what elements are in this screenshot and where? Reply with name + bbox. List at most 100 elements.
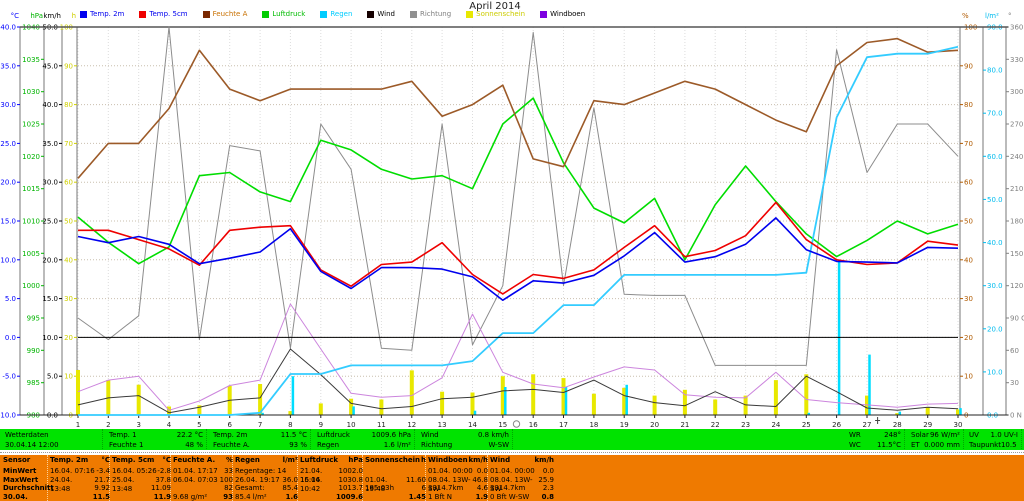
axis-tick-label: 30 (1010, 379, 1019, 387)
axis-tick-label: 80.0 (987, 67, 1003, 75)
cell-text: 16.04. 05:26 (112, 467, 157, 475)
cell-value: h (421, 456, 426, 464)
cell-value: 93 (223, 492, 233, 501)
cell-value: 37.8 (155, 475, 171, 484)
axis-tick-label: 60.0 (987, 153, 1003, 161)
x-axis-day-label: 20 (650, 421, 659, 428)
cell-value: 21.7 (94, 475, 110, 484)
legend-item-windboen[interactable]: Windboen (540, 10, 585, 18)
cell-text: 30.04. (3, 492, 28, 501)
status-value: 93 % (289, 441, 307, 449)
axis-tick-label: 1030 (22, 88, 40, 96)
table-header-temp-5cm: Temp. 5cm °C (112, 456, 171, 465)
legend-label: Sonnenschein (476, 10, 526, 18)
status-value: 1.0 UV-I (990, 431, 1018, 439)
cell-value: 11.09 (150, 484, 171, 493)
table-cell: 1013.7 (300, 484, 364, 493)
legend-item-wind[interactable]: Wind (367, 10, 395, 18)
cell-value: 1.45 (408, 492, 426, 501)
x-axis: 1 2 3 4 5 6 7 8 9 10 11 12 13 14 15 16 17 18 19 20 21 22 23 24 2… (76, 415, 962, 428)
cell-value: hPa (348, 456, 363, 464)
cell-value: 11.60 (405, 475, 426, 484)
cell-text: Durchschnitt (3, 484, 54, 493)
x-axis-day-label: 1 (76, 421, 80, 428)
x-axis-day-label: 17 (559, 421, 568, 428)
status-label: Solar (911, 431, 929, 439)
axis-tick-label: 0 N (1010, 412, 1022, 420)
axis-tick-label: 330 (1010, 56, 1023, 64)
x-axis-day-label: 22 (711, 421, 720, 428)
series-sonnenschein-bars (76, 370, 960, 415)
axis-tick-label: 40 (964, 256, 973, 264)
cell-text: 85.4 l/m² (235, 492, 267, 501)
legend-item-luftdruck[interactable]: Luftdruck (262, 10, 305, 18)
axis-tick-label: 60 (64, 179, 73, 187)
table-cell: 1.45 (365, 493, 426, 501)
cell-text: Temp. 5cm (112, 456, 155, 464)
axis-tick-label: 990 (27, 347, 40, 355)
table-cell: 01.04. 19:48 11.60 (365, 476, 426, 494)
cell-value: l/m² (282, 456, 298, 464)
table-cell: 25.04. 13:48 37.8 (112, 476, 171, 494)
legend-item-regen[interactable]: Regen (320, 10, 352, 18)
table-header-windboen: Windboen km/h (428, 456, 488, 465)
axis-tick-label: 1035 (22, 56, 40, 64)
axis-tick-label: 995 (27, 315, 40, 323)
legend-item-temp-5cm[interactable]: Temp. 5cm (139, 10, 188, 18)
axis-tick-label: -5.0 (2, 373, 16, 381)
axis-tick-label: 10.0 (0, 256, 16, 264)
status-value: 11.5°C (877, 441, 901, 449)
axis-tick-label: 40.0 (0, 24, 16, 32)
table-cell: 11.09 (112, 484, 171, 493)
weather-chart[interactable]: °C-10.0-5.00.05.010.015.020.025.030.035.… (0, 0, 1024, 428)
legend-item-richtung[interactable]: Richtung (409, 10, 452, 18)
status-value: 0.8 km/h (477, 431, 509, 439)
legend-label: Richtung (419, 10, 452, 18)
cell-text: Sonnenschein (365, 456, 420, 464)
cell-value: -2.8 (157, 467, 171, 475)
cell-value: 11.9 (153, 492, 171, 501)
cell-value: 1.6 (285, 492, 298, 501)
cell-text: 01.04. 17:17 (173, 467, 218, 475)
column-separator (47, 455, 48, 501)
axis-tick-label: 50 (964, 218, 973, 226)
axis-unit-sun: h (72, 12, 76, 20)
legend-label: Wind (377, 10, 395, 18)
table-cell: 16.04. 05:26 -2.8 (112, 467, 171, 476)
axis-tick-label: 30.0 (0, 101, 16, 109)
axis-tick-label: 1020 (22, 153, 40, 161)
cell-text: 0 Bft W-SW (490, 492, 530, 501)
axis-tick-label: 10 (64, 373, 73, 381)
status-value: 1.6 l/m² (383, 441, 411, 449)
cell-text: MaxWert (3, 475, 39, 484)
table-cell: 9.68 g/m² 93 (173, 493, 233, 501)
series-regen-tagessumme-bars (261, 259, 962, 415)
cell-value: 46.8 (472, 475, 488, 484)
column-separator (297, 455, 298, 501)
cell-value: % (225, 456, 233, 464)
x-axis-day-label: 25 (802, 421, 811, 428)
x-axis-day-label: 21 (680, 421, 689, 428)
cell-value: 1013.7 (338, 484, 364, 493)
cell-text: 01.04. 19:48 (365, 475, 388, 493)
cell-text: 01.04. 00:00 (490, 467, 535, 475)
axis-tick-label: 240 (1010, 153, 1023, 161)
column-separator (109, 455, 110, 501)
axis-tick-label: 15.0 (0, 218, 16, 226)
axis-tick-label: 150 (1010, 250, 1023, 258)
grid (77, 26, 959, 415)
axis-tick-label: 1025 (22, 121, 40, 129)
cell-value: °C (162, 456, 171, 464)
legend-item-temp-2m[interactable]: Temp. 2m (80, 10, 124, 18)
legend-item-feuchte-a[interactable]: Feuchte A (202, 10, 247, 18)
legend-item-sonnenschein[interactable]: Sonnenschein (466, 10, 525, 18)
axis-tick-label: 25.0 (42, 218, 58, 226)
cell-text: Windboen (428, 456, 468, 464)
axis-tick-label: 30.0 (42, 179, 58, 187)
table-header-sensor: Sensor (3, 456, 47, 465)
table-cell: 01.04. 17:17 33 (173, 467, 233, 476)
status-cell-wind: Wind 0.8 km/h Richtung W-SW (418, 429, 513, 451)
axis-tick-label: 90 (964, 62, 973, 70)
cell-text: Luftdruck (300, 456, 339, 464)
legend-label: Regen (330, 10, 353, 18)
